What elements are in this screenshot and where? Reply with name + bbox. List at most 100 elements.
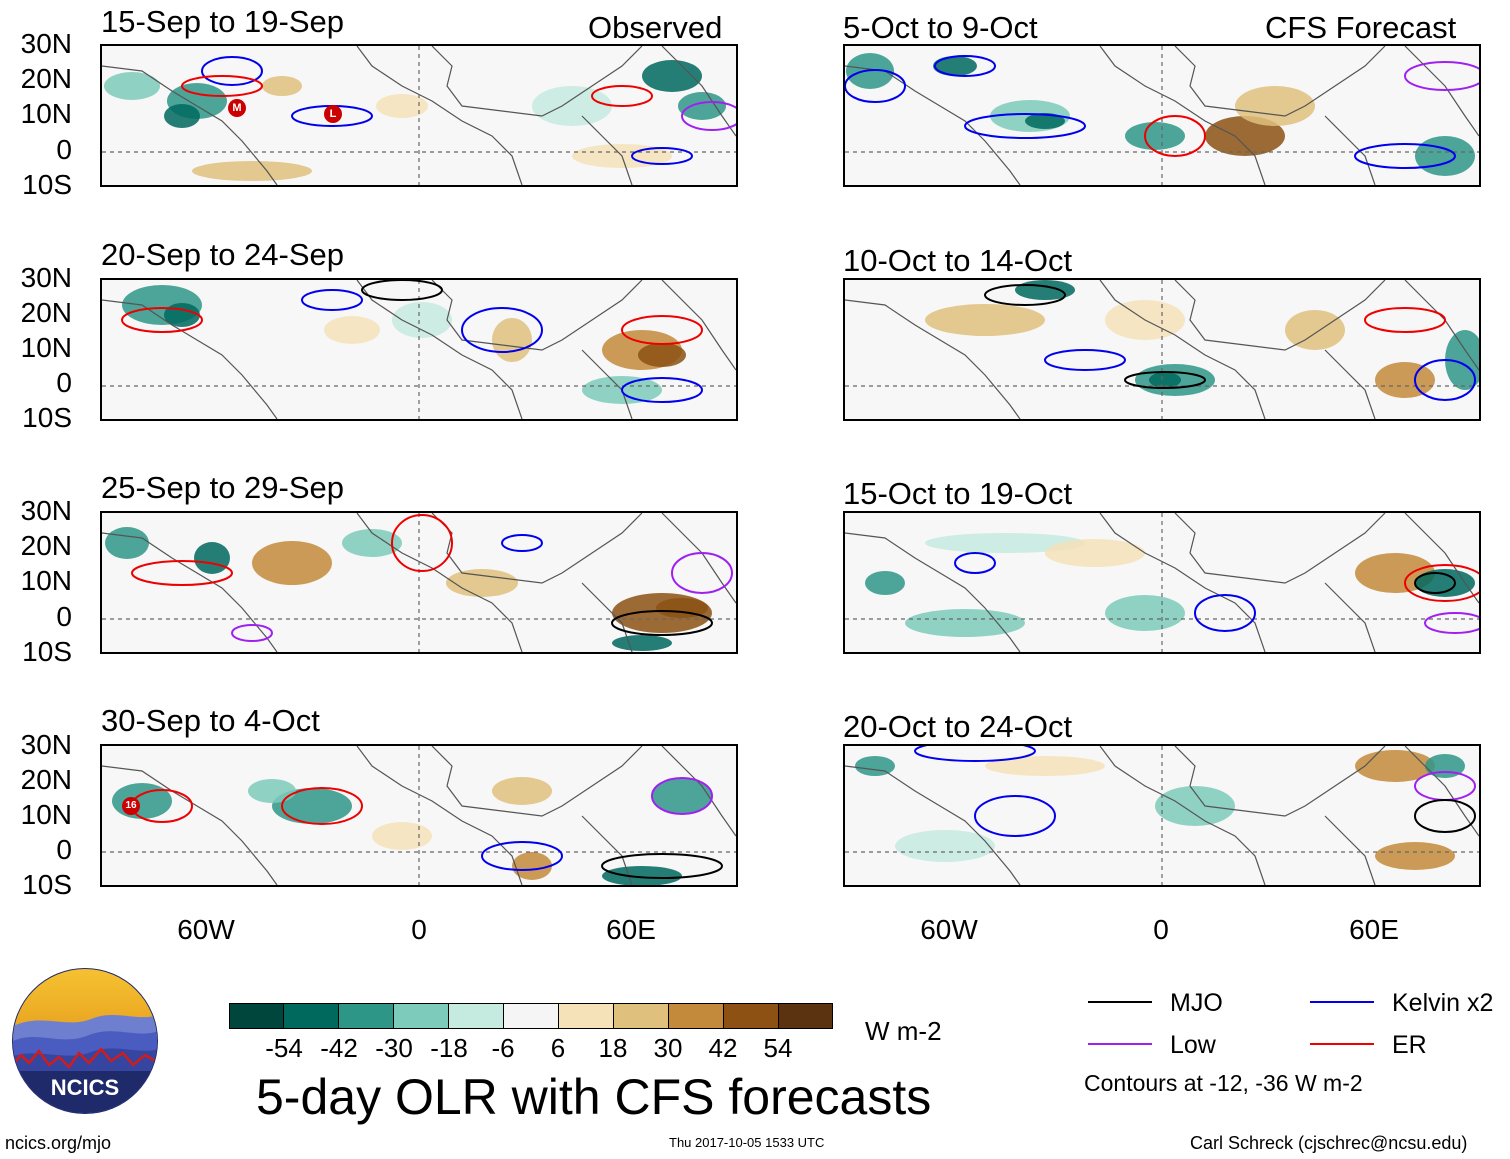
map-panel (843, 744, 1481, 887)
map-panel (843, 278, 1481, 421)
coastline (1324, 349, 1376, 419)
olr-anomaly (933, 56, 977, 76)
wave-contour (964, 113, 1086, 139)
olr-anomaly (164, 104, 200, 128)
colorbar-units: W m-2 (865, 1016, 942, 1046)
lat-label: 10S (22, 636, 72, 667)
olr-anomaly (252, 541, 332, 585)
legend-label-mjo: MJO (1170, 989, 1223, 1017)
coastline (102, 765, 278, 885)
olr-anomaly (1015, 280, 1075, 300)
lat-label: 20N (20, 764, 72, 795)
storm-marker: M (228, 99, 246, 117)
colorbar-swatch (338, 1003, 395, 1029)
map-background (845, 280, 1479, 419)
olr-anomaly (1415, 136, 1475, 176)
olr-anomaly (642, 60, 702, 92)
lat-label: 0 (56, 834, 72, 865)
wave-contour (1194, 594, 1256, 632)
ncics-logo: NCICS (11, 967, 159, 1115)
olr-anomaly (192, 161, 312, 181)
lon-label: 60E (1349, 914, 1399, 945)
olr-anomaly (1375, 842, 1455, 870)
legend-line-mjo (1088, 1001, 1152, 1003)
wave-contour (501, 534, 543, 552)
olr-anomaly (262, 76, 302, 96)
coastline (1174, 280, 1386, 351)
olr-anomaly (392, 302, 452, 338)
colorbar-swatch (778, 1003, 834, 1029)
map-panel (843, 511, 1481, 654)
wave-contour (934, 55, 996, 77)
lat-label: 20N (20, 297, 72, 328)
footer-credit: Carl Schreck (cjschrec@ncsu.edu) (1190, 1133, 1468, 1153)
olr-anomaly (376, 94, 428, 118)
lat-label: 20N (20, 63, 72, 94)
coastline (581, 349, 633, 419)
colorbar-label: -42 (320, 1033, 358, 1063)
coastline (661, 746, 736, 837)
legend-note: Contours at -12, -36 W m-2 (1084, 1070, 1363, 1096)
panel-title-right-3: 15-Oct to 19-Oct (843, 476, 1073, 511)
map-panel (100, 44, 738, 187)
wave-contour (231, 624, 273, 642)
olr-anomaly (895, 830, 995, 862)
lat-label: 10S (22, 869, 72, 900)
wave-contour (671, 552, 733, 594)
legend-line-low (1088, 1043, 1152, 1045)
wave-contour (1414, 799, 1476, 833)
olr-anomaly (446, 569, 518, 597)
olr-anomaly (602, 866, 682, 885)
wave-contour (631, 147, 693, 165)
coastline (1099, 746, 1266, 885)
map-graphic (845, 513, 1479, 652)
coastline (1324, 815, 1376, 885)
map-graphic (102, 513, 736, 652)
colorbar-swatch (668, 1003, 724, 1029)
wave-contour (1144, 115, 1206, 157)
colorbar-swatch (229, 1003, 285, 1029)
colorbar-swatch (283, 1003, 340, 1029)
wave-contour (131, 560, 233, 586)
colorbar-label: 42 (708, 1033, 738, 1063)
colorbar-swatch (393, 1003, 450, 1029)
lon-label: 0 (411, 914, 427, 945)
footer-url[interactable]: ncics.org/mjo (5, 1133, 112, 1153)
map-graphic (102, 280, 736, 419)
observed-label: Observed (588, 10, 723, 45)
lat-label: 10N (20, 332, 72, 363)
coastline (1099, 280, 1266, 419)
wave-contour (1414, 572, 1456, 594)
coastline (1324, 582, 1376, 652)
wave-contour (1404, 61, 1479, 91)
coastline (356, 280, 523, 419)
colorbar-label: -54 (265, 1033, 303, 1063)
coastline (581, 582, 633, 652)
lat-label: 10N (20, 98, 72, 129)
wave-contour (461, 307, 543, 353)
colorbar-label: 54 (763, 1033, 793, 1063)
olr-anomaly (1045, 539, 1145, 567)
olr-anomaly (194, 542, 230, 574)
colorbar-label: 30 (653, 1033, 683, 1063)
colorbar-swatch (448, 1003, 505, 1029)
main-title: 5-day OLR with CFS forecasts (256, 1069, 932, 1125)
legend-label-kelvin: Kelvin x2 (1392, 989, 1494, 1017)
coastline (356, 46, 523, 185)
olr-anomaly (1025, 113, 1065, 129)
wave-contour (1354, 143, 1456, 169)
olr-anomaly (248, 779, 296, 803)
olr-anomaly (1445, 330, 1479, 390)
wave-contour (481, 841, 563, 871)
olr-anomaly (104, 72, 160, 100)
lon-label: 60W (920, 914, 978, 945)
lat-label: 10N (20, 565, 72, 596)
wave-contour (301, 289, 363, 311)
legend-label-er: ER (1392, 1031, 1427, 1059)
olr-anomaly (1355, 750, 1435, 782)
panel-title-right-1: 5-Oct to 9-Oct (843, 10, 1038, 45)
coastline (1099, 46, 1266, 185)
wave-contour (281, 787, 363, 825)
lat-label: 30N (20, 28, 72, 59)
coastline (431, 280, 643, 351)
